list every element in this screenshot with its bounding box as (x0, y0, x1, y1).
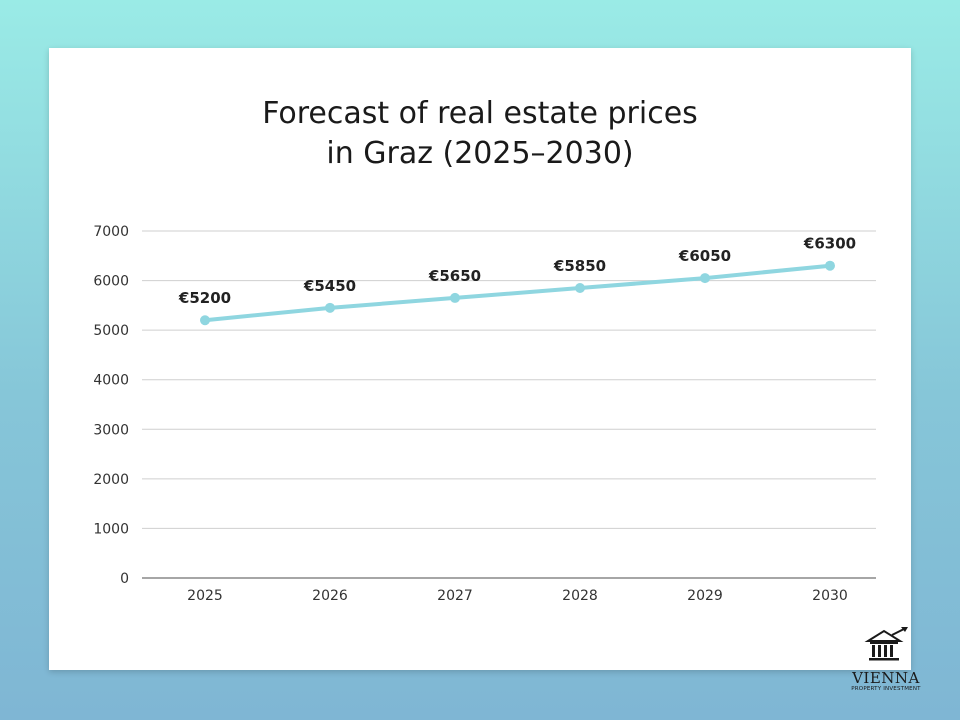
y-tick-label: 4000 (93, 373, 129, 389)
y-tick-label: 5000 (93, 323, 129, 339)
y-tick-label: 1000 (93, 521, 129, 537)
x-tick-label: 2028 (562, 588, 598, 604)
logo-name: VIENNA (852, 669, 920, 687)
data-point (700, 273, 710, 284)
y-tick-label: 0 (120, 571, 129, 587)
data-label: €5200 (178, 289, 231, 307)
company-logo: VIENNA PROPERTY INVESTMENT (838, 626, 934, 693)
y-tick-label: 6000 (93, 274, 129, 290)
y-tick-label: 2000 (93, 472, 129, 488)
x-tick-label: 2025 (187, 588, 223, 604)
data-point (325, 302, 335, 313)
y-tick-label: 7000 (93, 224, 129, 240)
data-label: €5450 (303, 277, 356, 295)
y-tick-label: 3000 (93, 422, 129, 438)
x-tick-label: 2027 (437, 588, 473, 604)
logo-subtitle: PROPERTY INVESTMENT (851, 686, 921, 692)
data-label: €6300 (803, 235, 856, 253)
x-tick-label: 2030 (812, 588, 848, 604)
data-label: €6050 (678, 247, 731, 265)
chart-card: Forecast of real estate prices in Graz (… (49, 48, 911, 670)
data-label: €5850 (553, 257, 606, 275)
chart-title: Forecast of real estate prices in Graz (… (49, 94, 911, 174)
line-chart: 0 1000 2000 3000 4000 5000 6000 7000 2025 2026 202… (93, 224, 876, 604)
chart-title-line-1: Forecast of real estate prices (262, 96, 698, 131)
building-arrow-icon (864, 627, 908, 661)
chart-title-line-2: in Graz (2025–2030) (326, 136, 634, 171)
data-point (450, 292, 460, 303)
series-line (203, 263, 832, 323)
x-tick-label: 2026 (312, 588, 348, 604)
x-tick-label: 2029 (687, 588, 723, 604)
data-point (575, 283, 585, 294)
data-point (200, 315, 210, 326)
data-point (825, 260, 835, 271)
data-label: €5650 (428, 267, 481, 285)
